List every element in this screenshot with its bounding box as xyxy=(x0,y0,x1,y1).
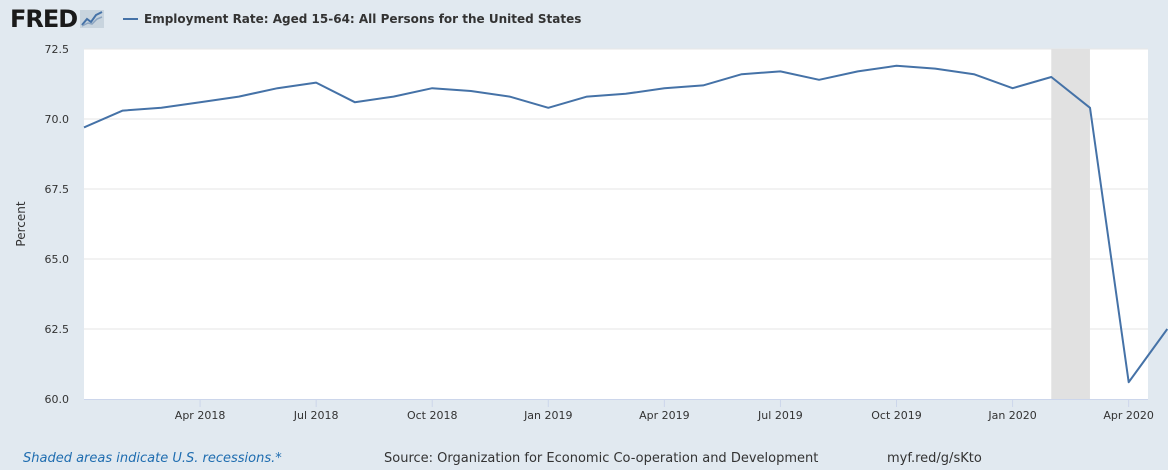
plot-background xyxy=(84,49,1148,399)
legend-series-label: Employment Rate: Aged 15-64: All Persons… xyxy=(144,12,582,26)
x-tick-label: Oct 2018 xyxy=(407,409,458,422)
y-tick-label: 65.0 xyxy=(45,253,70,266)
chart-header: FRED Employment Rate: Aged 15-64: All Pe… xyxy=(0,0,1168,40)
x-tick-label: Oct 2019 xyxy=(871,409,922,422)
fred-logo[interactable]: FRED xyxy=(10,5,105,33)
legend-swatch xyxy=(123,18,138,20)
x-tick-label: Jan 2019 xyxy=(523,409,572,422)
short-url[interactable]: myf.red/g/sKto xyxy=(887,451,982,466)
y-tick-label: 60.0 xyxy=(45,393,70,406)
x-tick-label: Apr 2018 xyxy=(175,409,226,422)
x-tick-label: Jul 2019 xyxy=(757,409,803,422)
y-axis-label: Percent xyxy=(14,201,28,246)
y-tick-label: 72.5 xyxy=(45,43,70,56)
chart-legend[interactable]: Employment Rate: Aged 15-64: All Persons… xyxy=(123,12,581,26)
x-tick-label: Apr 2019 xyxy=(639,409,690,422)
y-tick-label: 62.5 xyxy=(45,323,70,336)
recession-note-link[interactable]: Shaded areas indicate U.S. recessions.* xyxy=(23,451,282,466)
line-chart: 60.0 62.5 65.0 67.5 70.0 72.5 Apr 2018 Jul 2018… xyxy=(14,43,1168,422)
y-tick-label: 70.0 xyxy=(45,113,70,126)
fred-logo-text: FRED xyxy=(10,5,78,33)
x-tick-label: Apr 2020 xyxy=(1103,409,1154,422)
trend-graph-icon xyxy=(80,10,105,28)
source-text: Source: Organization for Economic Co-ope… xyxy=(384,451,819,466)
x-tick-label: Jul 2018 xyxy=(293,409,339,422)
y-tick-label: 67.5 xyxy=(45,183,70,196)
recession-shading xyxy=(1051,49,1090,399)
x-tick-label: Jan 2020 xyxy=(987,409,1036,422)
series-line xyxy=(83,64,1168,384)
